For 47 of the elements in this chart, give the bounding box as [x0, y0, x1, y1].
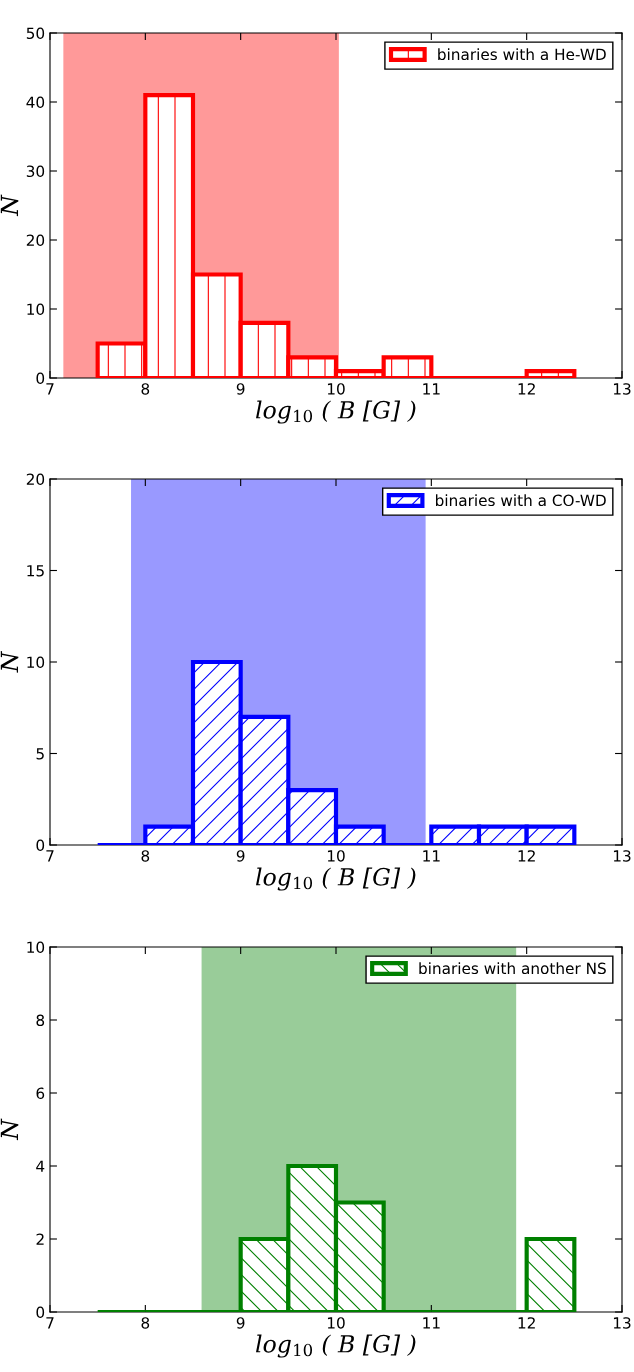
x-tick-label: 13 [613, 850, 631, 862]
x-tick-label: 10 [327, 1317, 345, 1329]
x-tick-label: 8 [141, 383, 150, 395]
y-tick-label: 30 [26, 165, 45, 178]
x-axis-title: log$_{10}$ ( B [G] ) [256, 400, 416, 424]
y-tick-label: 4 [36, 1160, 45, 1172]
x-tick-label: 8 [141, 1317, 150, 1329]
x-tick-label: 9 [236, 850, 245, 862]
legend-label: binaries with a He-WD [438, 48, 606, 61]
y-tick-label: 0 [36, 839, 45, 852]
y-tick-label: 6 [36, 1087, 45, 1100]
x-tick-label: 11 [423, 1317, 440, 1329]
y-tick-label: 10 [27, 941, 45, 954]
x-tick-label: 10 [327, 850, 345, 862]
y-tick-label: 20 [26, 473, 45, 486]
y-tick-label: 0 [36, 372, 45, 385]
x-tick-label: 10 [327, 383, 345, 395]
x-tick-label: 12 [518, 850, 535, 862]
x-tick-label: 7 [46, 1317, 54, 1329]
x-tick-label: 11 [423, 850, 440, 862]
x-axis-title: log$_{10}$ ( B [G] ) [256, 867, 416, 891]
x-tick-label: 13 [613, 383, 631, 395]
y-tick-label: 40 [26, 96, 45, 109]
x-tick-label: 8 [141, 850, 150, 862]
y-tick-label: 8 [36, 1014, 45, 1027]
x-tick-label: 9 [236, 1317, 245, 1329]
y-tick-label: 50 [26, 27, 45, 40]
y-axis-title: N [0, 650, 19, 673]
x-axis-title: log$_{10}$ ( B [G] ) [256, 1334, 416, 1358]
x-tick-label: 11 [423, 383, 440, 395]
legend-label: binaries with a CO-WD [436, 494, 606, 507]
legend-label: binaries with another NS [419, 962, 606, 975]
x-tick-label: 12 [518, 383, 535, 395]
x-tick-label: 9 [236, 383, 245, 395]
y-tick-label: 2 [36, 1233, 44, 1245]
y-tick-label: 0 [36, 1306, 45, 1319]
x-tick-label: 7 [46, 383, 54, 395]
y-tick-label: 20 [26, 234, 45, 247]
y-axis-title: N [0, 194, 19, 217]
y-axis-title: N [0, 1118, 19, 1141]
y-tick-label: 15 [27, 565, 44, 577]
y-tick-label: 5 [36, 748, 44, 760]
y-tick-label: 10 [27, 303, 45, 316]
x-tick-label: 13 [613, 1317, 631, 1329]
x-tick-label: 12 [518, 1317, 535, 1329]
y-tick-label: 10 [27, 656, 45, 669]
x-tick-label: 7 [46, 850, 54, 862]
